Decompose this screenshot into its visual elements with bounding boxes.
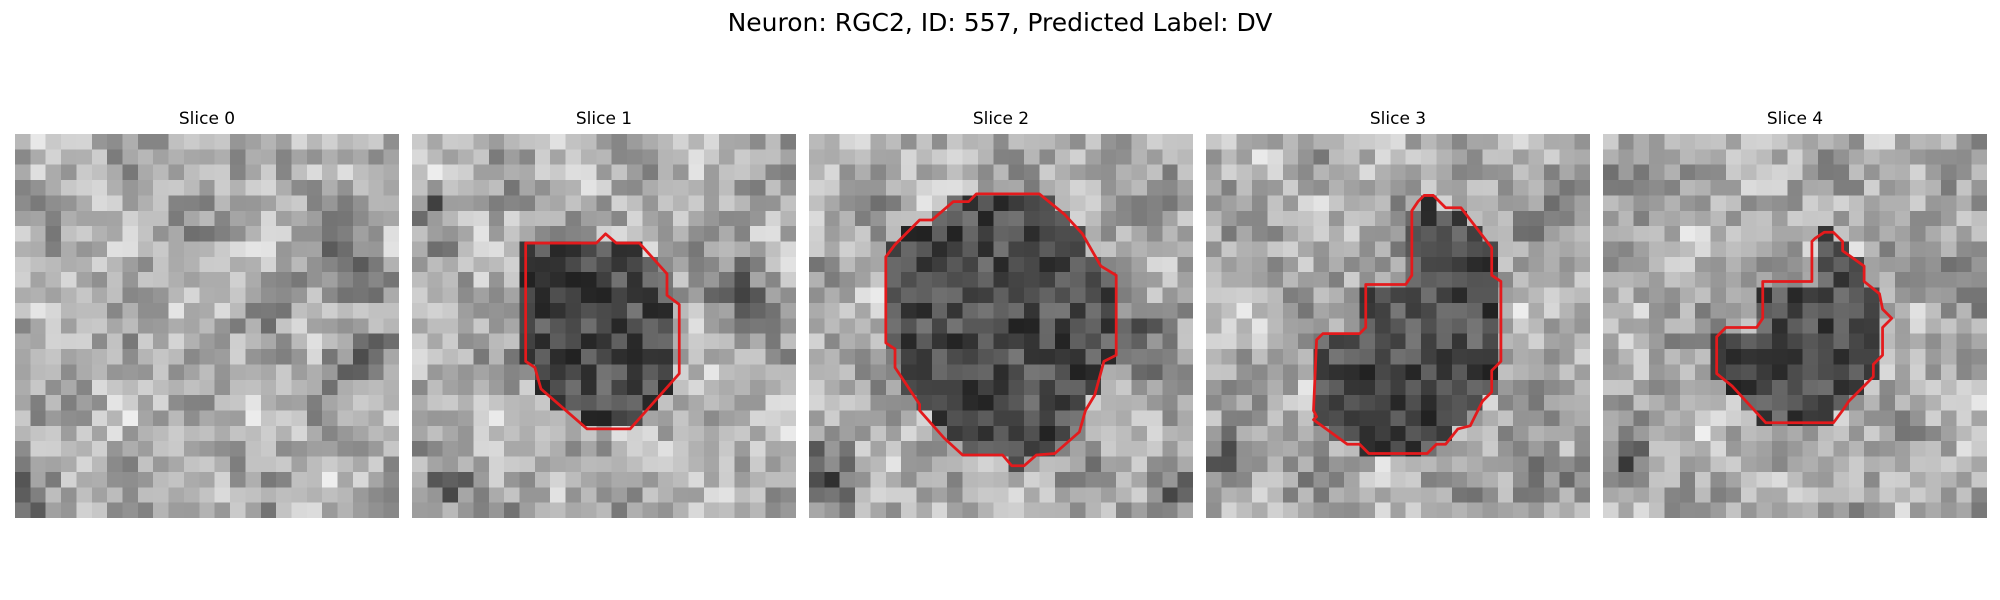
cell-contour-outline — [1312, 194, 1503, 455]
cell-contour-outline — [1715, 230, 1894, 425]
slice-panel-4: Slice 4 — [1603, 108, 1987, 518]
slice-panel-2: Slice 2 — [809, 108, 1193, 518]
slice-panel-1: Slice 1 — [412, 108, 796, 518]
cell-contour-outline — [884, 192, 1118, 468]
slice-title: Slice 3 — [1369, 109, 1427, 129]
slice-title: Slice 4 — [1766, 109, 1824, 129]
slice-image-4 — [1603, 134, 1987, 518]
figure-title: Neuron: RGC2, ID: 557, Predicted Label: … — [727, 8, 1273, 37]
slice-title: Slice 2 — [972, 109, 1030, 129]
slice-image-1 — [412, 134, 796, 518]
slice-title: Slice 1 — [575, 109, 633, 129]
slice-image-3 — [1206, 134, 1590, 518]
slice-image-0 — [15, 134, 399, 518]
slice-title: Slice 0 — [178, 109, 236, 129]
slice-panel-3: Slice 3 — [1206, 108, 1590, 518]
cell-contour-outline — [524, 232, 681, 431]
slice-panel-0: Slice 0 — [15, 108, 399, 518]
slice-image-2 — [809, 134, 1193, 518]
